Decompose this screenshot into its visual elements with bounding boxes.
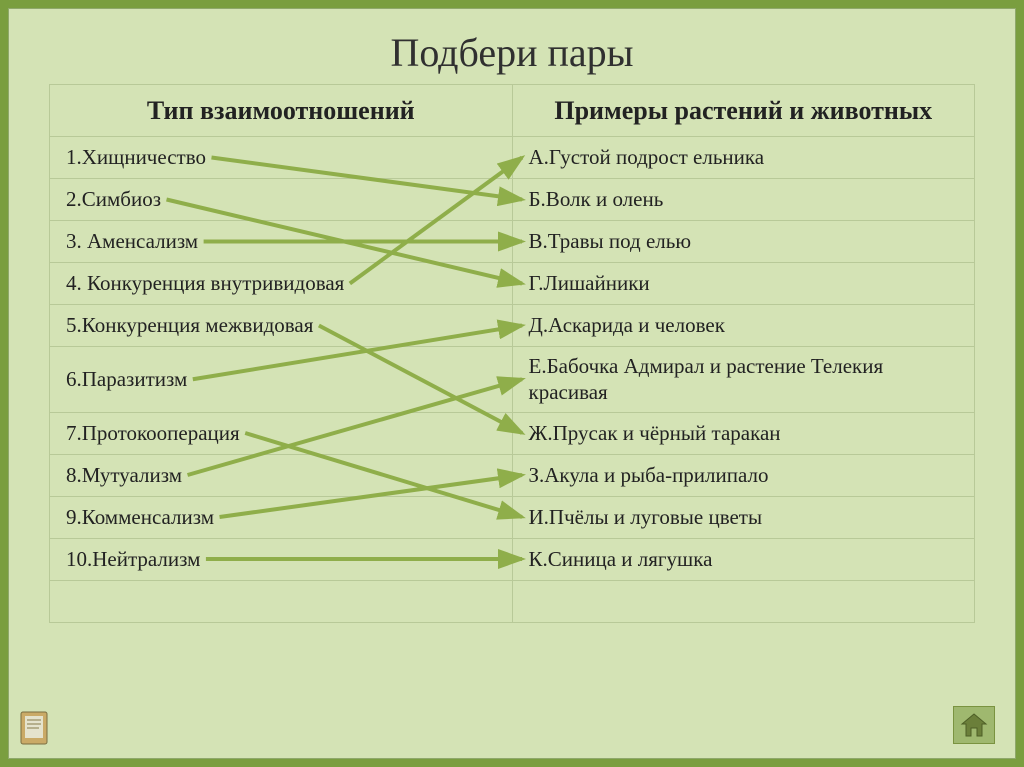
left-cell: 6.Паразитизм	[50, 347, 513, 413]
right-cell: З.Акула и рыба-прилипало	[512, 454, 975, 496]
left-cell: 3. Аменсализм	[50, 221, 513, 263]
table-row: 3. АменсализмВ.Травы под елью	[50, 221, 975, 263]
left-cell: 9.Комменсализм	[50, 496, 513, 538]
header-right: Примеры растений и животных	[512, 85, 975, 137]
right-cell: Г.Лишайники	[512, 263, 975, 305]
table-row: 10.НейтрализмК.Синица и лягушка	[50, 538, 975, 580]
header-left: Тип взаимоотношений	[50, 85, 513, 137]
outer-frame: Подбери пары Тип взаимоотношений Примеры…	[0, 0, 1024, 767]
right-cell: В.Травы под елью	[512, 221, 975, 263]
table-row: 7.ПротокооперацияЖ.Прусак и чёрный тарак…	[50, 412, 975, 454]
table-row: 6.ПаразитизмЕ.Бабочка Адмирал и растение…	[50, 347, 975, 413]
table-header-row: Тип взаимоотношений Примеры растений и ж…	[50, 85, 975, 137]
home-icon	[960, 712, 988, 738]
table-row-empty	[50, 580, 975, 622]
right-cell: Д.Аскарида и человек	[512, 305, 975, 347]
table-row: 1.ХищничествоА.Густой подрост ельника	[50, 137, 975, 179]
right-cell: А.Густой подрост ельника	[512, 137, 975, 179]
table-row: 5.Конкуренция межвидоваяД.Аскарида и чел…	[50, 305, 975, 347]
left-cell: 8.Мутуализм	[50, 454, 513, 496]
left-cell: 1.Хищничество	[50, 137, 513, 179]
table-row: 9.КомменсализмИ.Пчёлы и луговые цветы	[50, 496, 975, 538]
page-title: Подбери пары	[49, 19, 975, 84]
table-row: 2.СимбиозБ.Волк и олень	[50, 179, 975, 221]
right-cell: Е.Бабочка Адмирал и растение Телекия кра…	[512, 347, 975, 413]
right-cell: Б.Волк и олень	[512, 179, 975, 221]
table-row: 4. Конкуренция внутривидоваяГ.Лишайники	[50, 263, 975, 305]
slide-body: Подбери пары Тип взаимоотношений Примеры…	[8, 8, 1016, 759]
left-cell: 7.Протокооперация	[50, 412, 513, 454]
right-cell: И.Пчёлы и луговые цветы	[512, 496, 975, 538]
matching-table: Тип взаимоотношений Примеры растений и ж…	[49, 84, 975, 623]
home-button[interactable]	[953, 706, 995, 744]
decoration-icon	[15, 702, 55, 750]
left-cell: 2.Симбиоз	[50, 179, 513, 221]
matching-table-wrap: Тип взаимоотношений Примеры растений и ж…	[49, 84, 975, 623]
left-cell: 10.Нейтрализм	[50, 538, 513, 580]
table-row: 8.МутуализмЗ.Акула и рыба-прилипало	[50, 454, 975, 496]
right-cell: К.Синица и лягушка	[512, 538, 975, 580]
left-cell	[50, 580, 513, 622]
right-cell: Ж.Прусак и чёрный таракан	[512, 412, 975, 454]
right-cell	[512, 580, 975, 622]
left-cell: 4. Конкуренция внутривидовая	[50, 263, 513, 305]
left-cell: 5.Конкуренция межвидовая	[50, 305, 513, 347]
